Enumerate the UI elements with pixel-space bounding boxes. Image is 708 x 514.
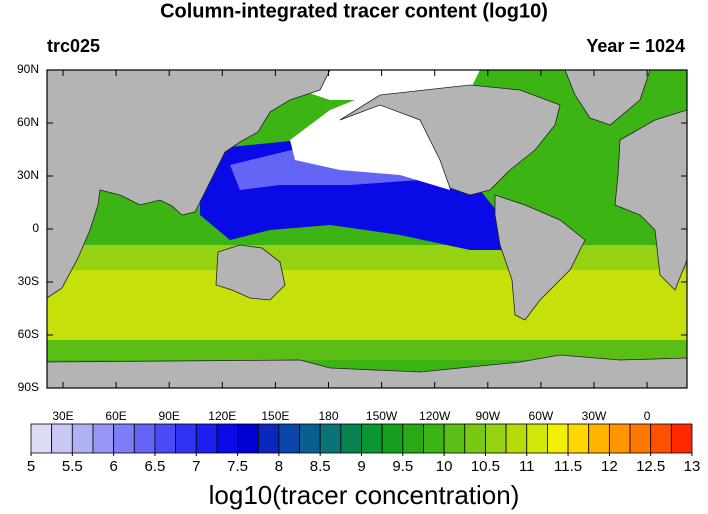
land xyxy=(46,69,331,299)
colorbar-box xyxy=(464,423,486,454)
colorbar-box xyxy=(237,423,259,454)
colorbar-tick-label: 10.5 xyxy=(471,458,500,475)
lon-label: 0 xyxy=(644,409,651,423)
colorbar-box xyxy=(402,423,424,454)
land xyxy=(614,109,688,291)
colorbar-tick-label: 11 xyxy=(519,458,535,475)
lon-label: 150W xyxy=(366,409,398,423)
lon-label: 90E xyxy=(159,409,180,423)
colorbar-tick-label: 11.5 xyxy=(554,458,582,475)
colorbar-box xyxy=(547,423,569,454)
right-label: Year = 1024 xyxy=(586,36,685,56)
colorbar-box xyxy=(51,423,73,454)
lon-label: 30E xyxy=(52,409,73,423)
colorbar-box xyxy=(257,423,280,454)
colorbar-tick-label: 7 xyxy=(192,458,200,475)
lon-label: 90W xyxy=(475,409,500,423)
lon-label: 180 xyxy=(318,409,338,423)
lat-label: 60N xyxy=(17,115,39,129)
colorbar-box xyxy=(71,423,94,454)
lon-label: 120E xyxy=(208,409,236,423)
lat-label: 90N xyxy=(17,62,39,76)
land xyxy=(215,244,286,301)
colorbar-box xyxy=(175,423,197,454)
lon-label: 120W xyxy=(419,409,451,423)
colorbar-box xyxy=(443,423,466,454)
colorbar-box xyxy=(505,423,528,454)
left-label: trc025 xyxy=(47,36,100,56)
colorbar-box xyxy=(361,423,383,454)
colorbar-label: log10(tracer concentration) xyxy=(209,480,520,510)
colorbar-box xyxy=(154,423,176,454)
colorbar-tick-label: 6.5 xyxy=(145,458,166,475)
colorbar-box xyxy=(526,423,548,454)
land xyxy=(494,194,586,321)
colorbar-tick-label: 12.5 xyxy=(636,458,665,475)
colorbar-box xyxy=(30,423,53,454)
colorbar-box xyxy=(485,423,507,454)
lon-label: 150E xyxy=(261,409,289,423)
lat-label: 0 xyxy=(32,221,39,235)
colorbar-box xyxy=(670,423,693,454)
colorbar-box xyxy=(319,423,342,454)
colorbar-tick-label: 7.5 xyxy=(227,458,248,475)
colorbar-box xyxy=(133,423,156,454)
lat-label: 60S xyxy=(18,327,39,341)
colorbar-box xyxy=(588,423,610,454)
lon-label: 60E xyxy=(105,409,126,423)
colorbar-box xyxy=(299,423,321,454)
colorbar-box xyxy=(567,423,590,454)
colorbar-tick-label: 5 xyxy=(27,458,35,475)
ocean-band xyxy=(47,340,687,360)
colorbar-tick-label: 12 xyxy=(601,458,618,475)
colorbar-box xyxy=(340,423,362,454)
colorbar-tick-label: 10 xyxy=(436,458,453,475)
colorbar-box xyxy=(278,423,300,454)
colorbar-box xyxy=(650,423,672,454)
colorbar-box xyxy=(608,423,631,454)
ocean-band xyxy=(47,270,687,345)
map xyxy=(46,69,688,389)
lon-label: 60W xyxy=(529,409,554,423)
colorbar-box xyxy=(381,423,404,454)
lat-label: 30N xyxy=(17,168,39,182)
colorbar-tick-label: 6 xyxy=(109,458,117,475)
colorbar-tick-label: 13 xyxy=(684,458,701,475)
colorbar-tick-label: 9 xyxy=(357,458,365,475)
colorbar-box xyxy=(216,423,238,454)
colorbar-tick-label: 8 xyxy=(275,458,283,475)
lon-label: 30W xyxy=(582,409,607,423)
land xyxy=(339,84,561,196)
colorbar-box xyxy=(195,423,218,454)
colorbar-box xyxy=(423,423,445,454)
colorbar-tick-label: 5.5 xyxy=(62,458,83,475)
colorbar-tick-label: 8.5 xyxy=(310,458,331,475)
colorbar-box xyxy=(113,423,135,454)
colorbar-box xyxy=(92,423,115,454)
colorbar-tick-label: 9.5 xyxy=(392,458,413,475)
lat-label: 90S xyxy=(18,380,39,394)
colorbar-box xyxy=(629,423,652,454)
lat-label: 30S xyxy=(18,274,39,288)
title: Column-integrated tracer content (log10) xyxy=(160,0,548,22)
